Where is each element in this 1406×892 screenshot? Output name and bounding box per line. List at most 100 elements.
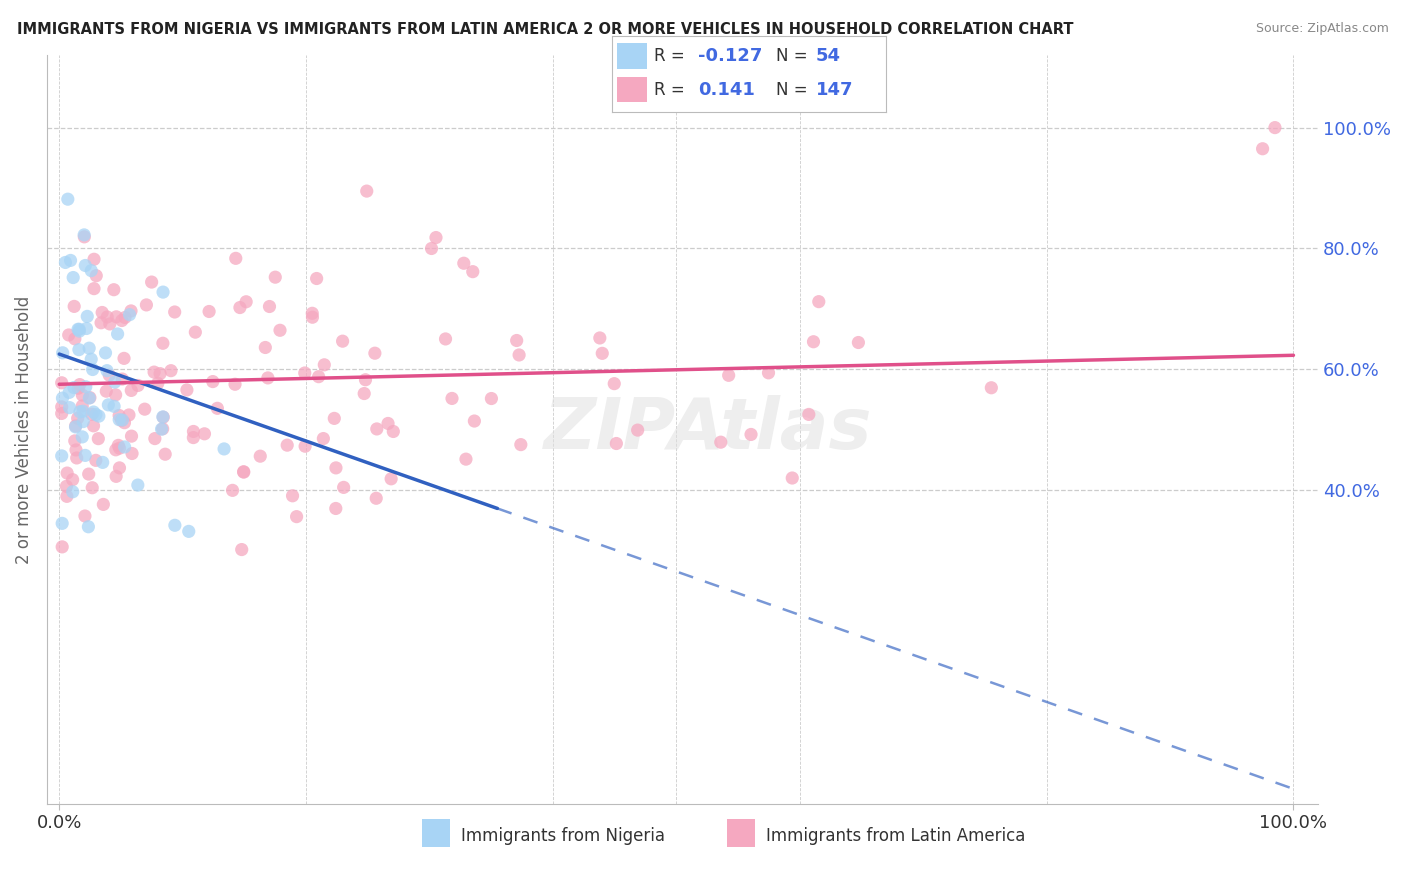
Point — [152, 409, 174, 424]
Point — [425, 230, 447, 244]
Point — [76, 321, 98, 335]
Point — [111, 313, 134, 327]
Point — [212, 442, 235, 456]
Point — [63, 380, 86, 394]
Text: 147: 147 — [815, 80, 853, 98]
Point — [803, 334, 825, 349]
Point — [356, 184, 378, 198]
Point — [83, 405, 105, 419]
Point — [62, 473, 84, 487]
Point — [797, 408, 820, 422]
Point — [305, 271, 328, 285]
Point — [77, 520, 100, 534]
Point — [294, 366, 316, 380]
Point — [380, 472, 402, 486]
Point — [84, 268, 107, 283]
Point — [807, 294, 830, 309]
Point — [281, 489, 304, 503]
Point — [73, 227, 96, 242]
Point — [461, 265, 484, 279]
Point — [111, 372, 134, 386]
Point — [51, 400, 73, 414]
Point — [67, 322, 90, 336]
Text: R =: R = — [654, 80, 685, 98]
Point — [72, 399, 94, 413]
Point — [58, 328, 80, 343]
Point — [73, 508, 96, 523]
Point — [780, 471, 803, 485]
Point — [127, 478, 149, 492]
Point — [235, 294, 257, 309]
Point — [82, 481, 104, 495]
Text: R =: R = — [654, 47, 685, 65]
Point — [84, 408, 107, 422]
Point — [254, 341, 277, 355]
Point — [508, 348, 530, 362]
Point — [366, 491, 388, 506]
Point — [232, 465, 254, 479]
Point — [229, 301, 252, 315]
Point — [51, 376, 73, 390]
Point — [120, 304, 142, 318]
Point — [111, 413, 134, 427]
Point — [605, 436, 627, 450]
Point — [77, 467, 100, 481]
Point — [96, 384, 118, 399]
Point — [193, 426, 215, 441]
Point — [65, 419, 87, 434]
Point — [69, 405, 91, 419]
Point — [90, 316, 112, 330]
Point — [183, 431, 205, 445]
Point — [1251, 142, 1274, 156]
Point — [75, 449, 97, 463]
Point — [83, 282, 105, 296]
Point — [121, 446, 143, 460]
Point — [114, 310, 136, 325]
Point — [72, 415, 94, 429]
Point — [198, 304, 221, 318]
Point — [118, 308, 141, 322]
Point — [63, 299, 86, 313]
Point — [104, 442, 127, 457]
Point — [135, 298, 157, 312]
Point — [58, 385, 80, 400]
Point — [163, 305, 186, 319]
Point — [65, 442, 87, 457]
Point — [108, 441, 131, 455]
Point — [91, 497, 114, 511]
Point — [152, 336, 174, 351]
Point — [114, 416, 136, 430]
Point — [84, 453, 107, 467]
Point — [627, 423, 650, 437]
Point — [80, 407, 103, 421]
Point — [312, 432, 335, 446]
Point — [440, 392, 463, 406]
Point — [94, 346, 117, 360]
Point — [591, 346, 613, 360]
Point — [51, 391, 73, 405]
Point — [225, 252, 247, 266]
Bar — [617, 44, 647, 69]
Point — [454, 452, 477, 467]
Point — [505, 334, 527, 348]
Point — [589, 331, 612, 345]
Point — [108, 409, 131, 423]
Point — [325, 461, 347, 475]
Point — [76, 310, 98, 324]
Point — [201, 375, 224, 389]
Point — [96, 310, 118, 324]
Point — [152, 410, 174, 425]
Point — [353, 386, 375, 401]
Point — [434, 332, 457, 346]
Point — [59, 401, 82, 415]
Point — [285, 509, 308, 524]
Point — [150, 422, 173, 436]
Point — [118, 408, 141, 422]
Point — [269, 323, 291, 337]
Point — [67, 343, 90, 357]
Point — [463, 414, 485, 428]
Point — [377, 417, 399, 431]
Point — [325, 501, 347, 516]
Y-axis label: 2 or more Vehicles in Household: 2 or more Vehicles in Household — [15, 295, 32, 564]
Point — [96, 364, 118, 378]
